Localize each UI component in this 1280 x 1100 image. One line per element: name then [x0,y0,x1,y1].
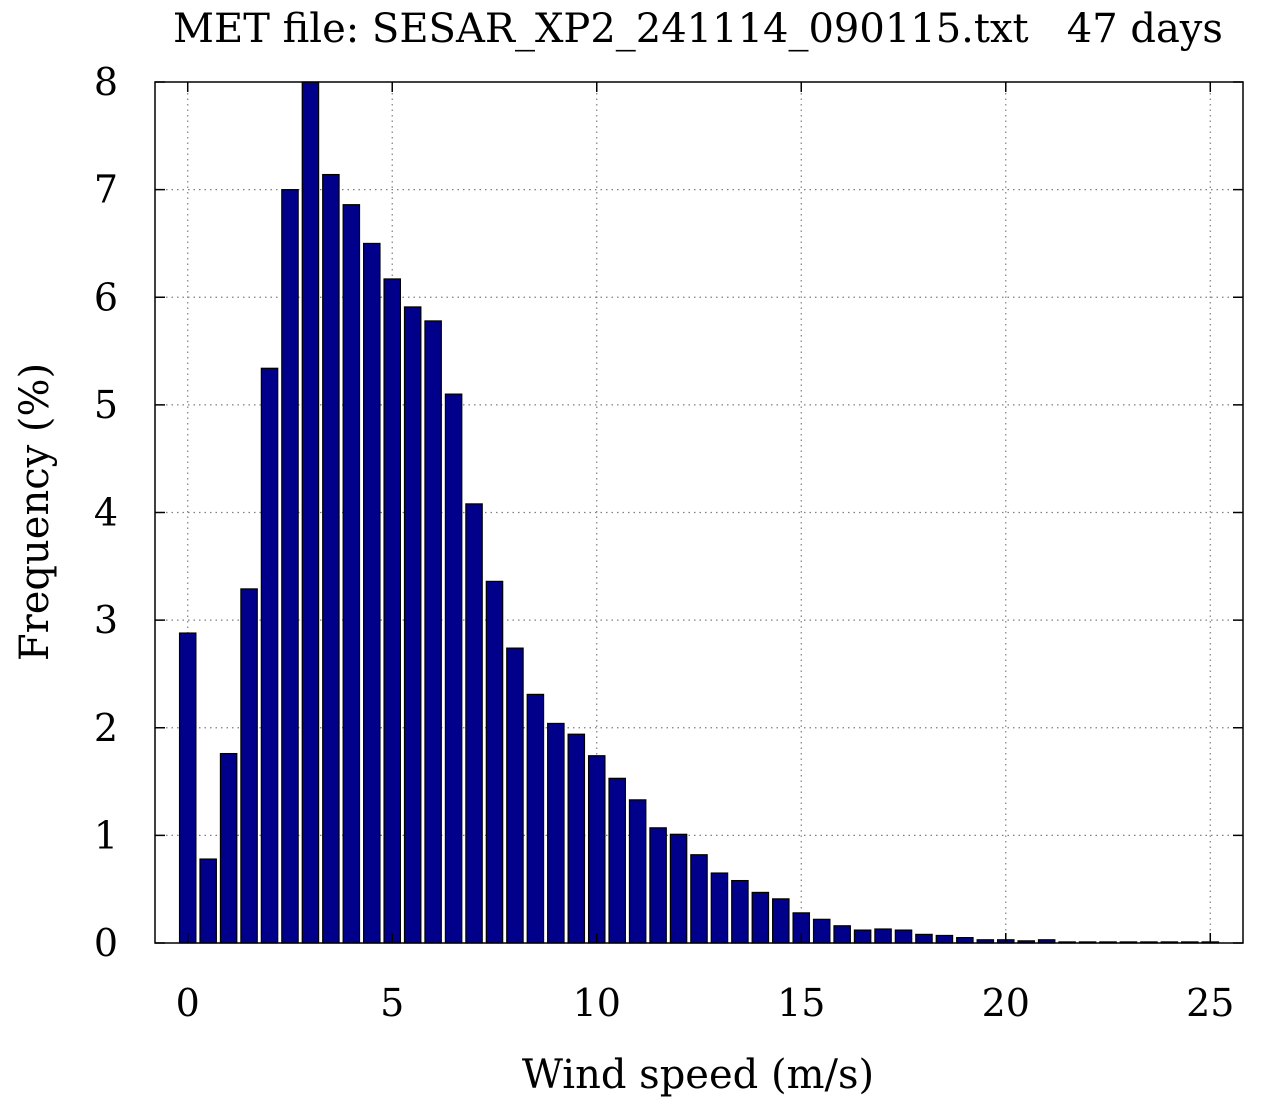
y-tick-label: 2 [94,706,118,750]
histogram-bar [853,929,872,944]
histogram-bar [506,647,524,944]
histogram-bar [956,937,974,944]
histogram-bar [547,722,565,944]
histogram-bar [219,752,238,944]
y-tick-label: 6 [94,275,118,319]
histogram-bar [935,934,954,944]
y-tick-labels: 0 1 2 3 4 5 6 7 8 [94,60,118,965]
histogram-bar [587,755,606,944]
x-tick-label: 0 [176,981,200,1025]
y-tick-label: 1 [94,813,118,857]
histogram-bar [731,879,749,944]
histogram-bar [342,204,361,944]
histogram-bar [812,918,831,944]
histogram-bar [240,588,258,944]
histogram-bar [649,827,667,944]
y-tick-label: 8 [94,60,118,104]
y-tick-label: 3 [94,598,118,642]
y-axis-label: Frequency (%) [12,363,58,661]
histogram-bar [465,503,483,944]
histogram-bar [751,891,770,944]
y-tick-label: 0 [94,921,118,965]
histogram-bar [383,278,402,944]
x-tick-label: 20 [982,981,1030,1025]
y-tick-label: 4 [94,491,118,535]
histogram-bar [690,854,708,944]
histogram-bar [894,929,913,944]
x-tick-labels: 0 5 10 15 20 25 [176,981,1235,1025]
y-tick-label: 7 [94,168,118,212]
histogram-bar [199,858,217,944]
x-tick-label: 25 [1186,981,1234,1025]
x-tick-label: 10 [573,981,621,1025]
histogram-bar [526,693,545,944]
histogram-bar [301,81,320,944]
histogram-bar [363,242,381,944]
histogram-bar [281,189,299,944]
histogram-bar [772,898,790,944]
histogram-bar [322,173,340,944]
x-tick-label: 15 [777,981,825,1025]
histogram-bar [608,777,626,944]
x-axis-label: Wind speed (m/s) [522,1052,874,1098]
histogram-bar [260,367,279,944]
histogram-bar [485,580,504,944]
histogram-bar [444,393,463,944]
histogram-bar [710,872,729,944]
chart-title: MET file: SESAR_XP2_241114_090115.txt 47… [173,6,1223,52]
histogram-bar [915,933,933,944]
bars [178,81,1220,944]
histogram-bar [567,733,586,944]
histogram-bar [874,928,892,944]
histogram-bar [403,306,422,944]
tick-marks [155,81,1243,944]
histogram-bar [833,925,851,944]
histogram-bar [669,833,688,944]
histogram-bar [628,799,647,944]
histogram-bar [424,320,442,944]
x-tick-label: 5 [380,981,404,1025]
histogram-bar [178,632,197,944]
y-tick-label: 5 [94,383,118,427]
